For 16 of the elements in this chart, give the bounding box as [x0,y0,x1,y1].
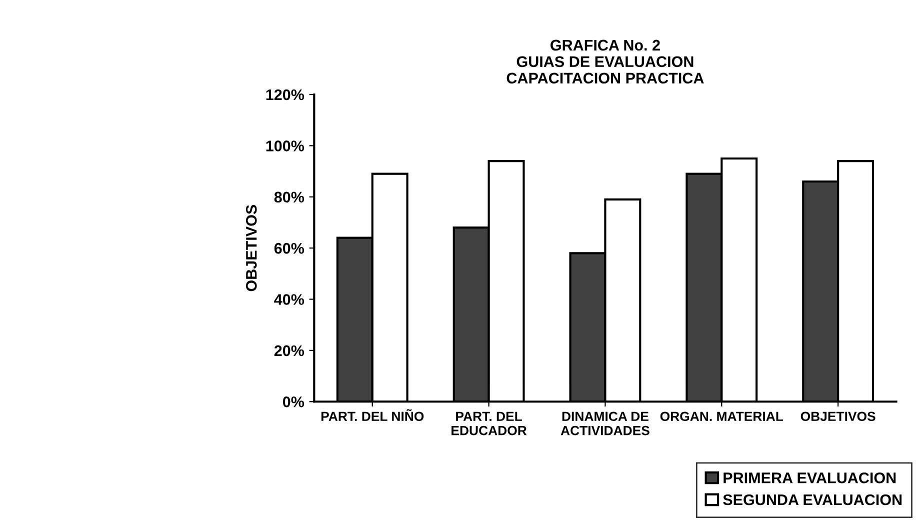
y-tick-label: 60% [274,242,304,254]
y-tick-label: 100% [266,140,304,152]
x-tick-label: ORGAN. MATERIAL [660,412,784,422]
x-tick-label: PART. DEL EDUCADOR [452,412,527,436]
y-tick-label: 40% [274,294,304,305]
x-tick-label: OBJETIVOS [800,412,876,422]
y-tick-label: 120% [266,89,304,100]
y-tick-label: 0% [282,396,304,408]
x-tick-label: PART. DEL NIÑO [321,409,424,422]
chart-title: GRAFICA No. 2 GUIAS DE EVALUACION CAPACITACION PRACTICA [506,40,704,84]
x-tick-label: DINAMICA DE ACTIVIDADES [560,412,650,436]
y-tick-label: 80% [274,192,304,203]
legend-label: PRIMERA EVALUACION [724,472,896,484]
legend-label: SEGUNDA EVALUACION [723,494,902,506]
y-tick-label: 20% [274,345,304,356]
y-axis-title: OBJETIVOS [246,204,257,292]
